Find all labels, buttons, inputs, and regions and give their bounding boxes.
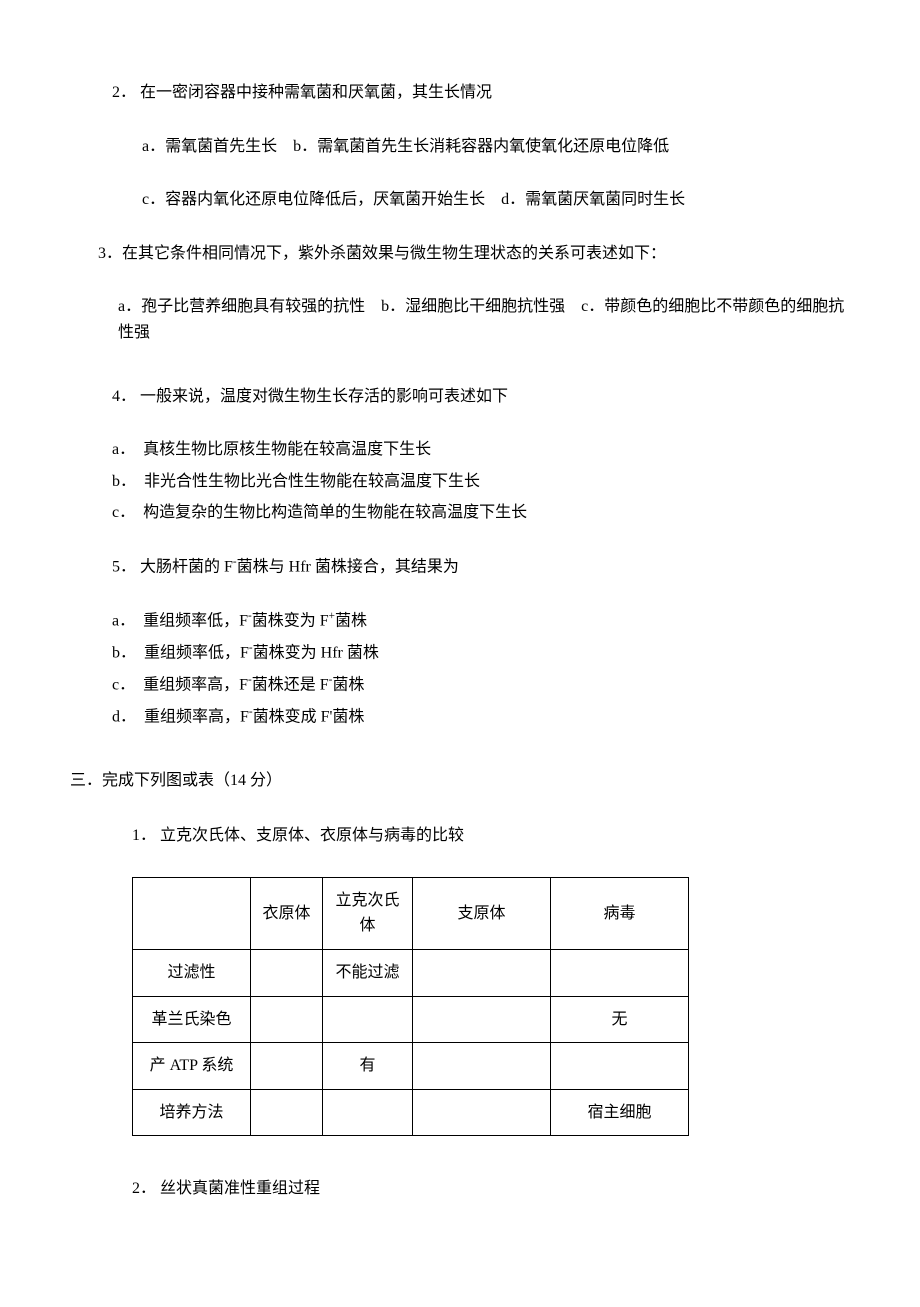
question-4: 4． 一般来说，温度对微生物生长存活的影响可表述如下 [70, 384, 850, 410]
table-cell [551, 949, 689, 996]
question-5: 5． 大肠杆菌的 F-菌株与 Hfr 菌株接合，其结果为 [70, 554, 850, 580]
question-4-option-a: a． 真核生物比原核生物能在较高温度下生长 [112, 437, 850, 463]
table-header-col2: 立克次氏体 [323, 877, 413, 949]
question-3: 3．在其它条件相同情况下，紫外杀菌效果与微生物生理状态的关系可表述如下： [70, 241, 850, 267]
table-cell [413, 1089, 551, 1136]
table-cell [413, 949, 551, 996]
table-header-col4: 病毒 [551, 877, 689, 949]
table-header-blank [133, 877, 251, 949]
table-cell [323, 1089, 413, 1136]
table-header-col1: 衣原体 [251, 877, 323, 949]
question-4-option-c: c． 构造复杂的生物比构造简单的生物能在较高温度下生长 [112, 500, 850, 526]
table-header-col3: 支原体 [413, 877, 551, 949]
question-2-text: 在一密闭容器中接种需氧菌和厌氧菌，其生长情况 [140, 84, 492, 101]
question-5-option-c: c． 重组频率高，F-菌株还是 F-菌株 [112, 672, 850, 698]
question-5-option-a: a． 重组频率低，F-菌株变为 F+菌株 [112, 608, 850, 634]
table-row-label: 产 ATP 系统 [133, 1043, 251, 1090]
table-cell [251, 1089, 323, 1136]
question-5-number: 5． [112, 558, 136, 575]
question-5-text-pre: 大肠杆菌的 F [140, 558, 233, 575]
table-row: 培养方法 宿主细胞 [133, 1089, 689, 1136]
table-cell [413, 1043, 551, 1090]
table-cell [251, 1043, 323, 1090]
table-cell [323, 996, 413, 1043]
question-4-options: a． 真核生物比原核生物能在较高温度下生长 b． 非光合性生物比光合性生物能在较… [70, 437, 850, 526]
section-3-q2-text: 丝状真菌准性重组过程 [160, 1180, 320, 1197]
question-4-text: 一般来说，温度对微生物生长存活的影响可表述如下 [140, 388, 508, 405]
question-2-options: a．需氧菌首先生长 b．需氧菌首先生长消耗容器内氧使氧化还原电位降低 c．容器内… [112, 134, 850, 213]
table-cell: 有 [323, 1043, 413, 1090]
table-cell [551, 1043, 689, 1090]
question-5-option-b: b． 重组频率低，F-菌株变为 Hfr 菌株 [112, 640, 850, 666]
section-3-q1-number: 1． [132, 827, 156, 844]
question-2-option-line2: c．容器内氧化还原电位降低后，厌氧菌开始生长 d．需氧菌厌氧菌同时生长 [142, 187, 850, 213]
table-row-label: 革兰氏染色 [133, 996, 251, 1043]
question-3-options: a．孢子比营养细胞具有较强的抗性 b．湿细胞比干细胞抗性强 c．带颜色的细胞比不… [70, 294, 850, 345]
question-2: 2． 在一密闭容器中接种需氧菌和厌氧菌，其生长情况 a．需氧菌首先生长 b．需氧… [70, 80, 850, 213]
question-4-option-b: b． 非光合性生物比光合性生物能在较高温度下生长 [112, 469, 850, 495]
question-2-option-line1: a．需氧菌首先生长 b．需氧菌首先生长消耗容器内氧使氧化还原电位降低 [142, 134, 850, 160]
table-cell: 不能过滤 [323, 949, 413, 996]
question-5-options: a． 重组频率低，F-菌株变为 F+菌株 b． 重组频率低，F-菌株变为 Hfr… [70, 608, 850, 730]
table-cell [413, 996, 551, 1043]
table-row: 革兰氏染色 无 [133, 996, 689, 1043]
table-cell: 宿主细胞 [551, 1089, 689, 1136]
table-row: 过滤性 不能过滤 [133, 949, 689, 996]
table-header-row: 衣原体 立克次氏体 支原体 病毒 [133, 877, 689, 949]
table-cell: 无 [551, 996, 689, 1043]
section-3-q2-number: 2． [132, 1180, 156, 1197]
section-3-q1-text: 立克次氏体、支原体、衣原体与病毒的比较 [160, 827, 464, 844]
section-3-question-1: 1． 立克次氏体、支原体、衣原体与病毒的比较 [70, 823, 850, 849]
section-3-question-2: 2． 丝状真菌准性重组过程 [70, 1176, 850, 1202]
comparison-table: 衣原体 立克次氏体 支原体 病毒 过滤性 不能过滤 革兰氏染色 无 产 ATP … [132, 877, 689, 1137]
question-5-option-d: d． 重组频率高，F-菌株变成 F'菌株 [112, 704, 850, 730]
question-3-number: 3． [98, 245, 122, 262]
table-row: 产 ATP 系统 有 [133, 1043, 689, 1090]
table-cell [251, 949, 323, 996]
table-row-label: 过滤性 [133, 949, 251, 996]
section-3-header: 三．完成下列图或表（14 分） [70, 768, 850, 794]
table-row-label: 培养方法 [133, 1089, 251, 1136]
question-4-number: 4． [112, 388, 136, 405]
question-2-number: 2． [112, 84, 136, 101]
table-cell [251, 996, 323, 1043]
question-5-text-mid: 菌株与 Hfr 菌株接合，其结果为 [237, 558, 459, 575]
question-3-text: 在其它条件相同情况下，紫外杀菌效果与微生物生理状态的关系可表述如下： [122, 245, 666, 262]
